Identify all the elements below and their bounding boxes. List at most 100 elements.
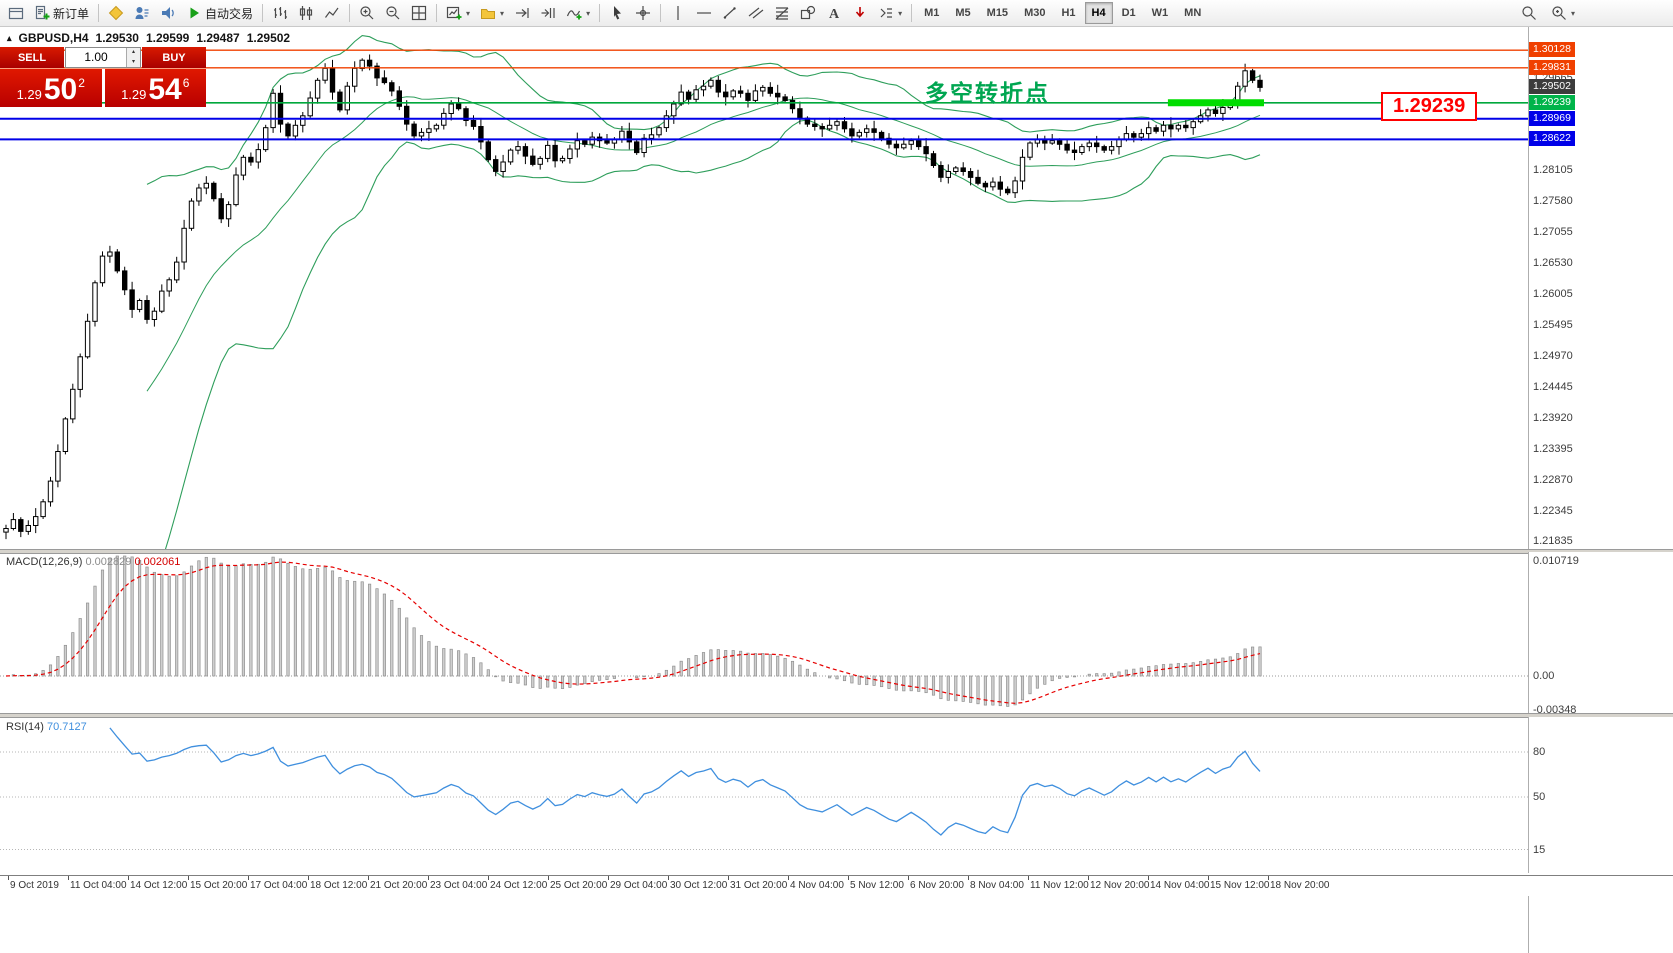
timeframe-m15-button[interactable]: M15: [986, 7, 1009, 19]
macd-signal-value: 0.002061: [134, 556, 181, 568]
rsi-chart[interactable]: [0, 717, 1528, 873]
rsi-label: RSI(14) 70.7127: [6, 721, 87, 733]
search-icon[interactable]: [1516, 1, 1542, 25]
window-icon: [8, 5, 24, 21]
rsi-axis-label: 80: [1533, 746, 1546, 758]
symbol-search-icon[interactable]: ▾: [1546, 1, 1580, 25]
fibonacci-icon: [774, 5, 790, 21]
chart-text-annotation[interactable]: 多空转折点: [925, 80, 1050, 106]
price-axis-label: 1.24970: [1533, 350, 1573, 362]
candlestick-chart-icon: [298, 5, 314, 21]
cursor-icon[interactable]: [604, 1, 630, 25]
vertical-line-icon[interactable]: [665, 1, 691, 25]
rsi-axis[interactable]: 80 50 15: [1528, 717, 1673, 873]
toolbar-separator: [599, 4, 601, 22]
tile-windows-icon[interactable]: [406, 1, 432, 25]
candlestick-chart-icon[interactable]: [293, 1, 319, 25]
timeframe-h4-button[interactable]: H4: [1084, 2, 1113, 24]
price-callout-box[interactable]: 1.29239: [1381, 92, 1478, 121]
time-axis-label: 18 Nov 20:00: [1270, 880, 1330, 891]
new-order-button[interactable]: 新订单: [29, 1, 94, 25]
time-axis-tick: [668, 876, 669, 880]
line-chart-icon[interactable]: [319, 1, 345, 25]
text-icon[interactable]: A: [821, 1, 847, 25]
volume-spinner[interactable]: ▴ ▾: [126, 48, 140, 67]
buy-price-small: 1.29: [121, 87, 147, 102]
horizontal-level-lines[interactable]: [0, 49, 1528, 141]
trendline-icon: [722, 5, 738, 21]
timeframe-m5-button[interactable]: M5: [955, 7, 971, 19]
time-axis-tick: [1148, 876, 1149, 880]
metaeditor-icon[interactable]: [103, 1, 129, 25]
timeframe-m30-button[interactable]: M30: [1024, 7, 1046, 19]
shapes-icon[interactable]: [795, 1, 821, 25]
zoom-out-icon[interactable]: [380, 1, 406, 25]
time-axis-label: 29 Oct 04:00: [610, 880, 668, 891]
auto-scroll-icon: [514, 5, 530, 21]
caret-down-icon: ▾: [586, 8, 591, 18]
timeframe-w1-button[interactable]: W1: [1151, 7, 1169, 19]
timeframe-m1-button[interactable]: M1: [924, 7, 940, 19]
profiles-icon: [480, 5, 496, 21]
panel-separator[interactable]: [0, 713, 1673, 718]
spinner-up-icon[interactable]: ▴: [127, 48, 140, 58]
autotrading-button-label: 自动交易: [205, 6, 254, 21]
new-chart-icon[interactable]: ▾: [441, 1, 475, 25]
channel-icon[interactable]: [743, 1, 769, 25]
horizontal-line-icon[interactable]: [691, 1, 717, 25]
market-watch-icon[interactable]: [129, 1, 155, 25]
trendline-icon[interactable]: [717, 1, 743, 25]
profiles-icon[interactable]: ▾: [475, 1, 509, 25]
rsi-axis-label: 50: [1533, 791, 1546, 803]
price-axis[interactable]: 1.29665 1.28105 1.27580 1.27055 1.26530 1.260…: [1528, 27, 1673, 549]
window-icon[interactable]: [3, 1, 29, 25]
autotrading-button[interactable]: 自动交易: [181, 1, 258, 25]
timeframe-h1-button[interactable]: H1: [1061, 7, 1076, 19]
chart-shift-icon: [540, 5, 556, 21]
shapes-icon: [800, 5, 816, 21]
market-watch-icon: [134, 5, 150, 21]
toolbar: 新订单 自动交易 ▾ ▾ ▾ A ▾ M1 M5 M15 M30 H1 H4 D1 W1 MN ▾: [0, 0, 1673, 27]
time-axis-tick: [368, 876, 369, 880]
price-axis-tag: 1.29502: [1529, 79, 1575, 94]
time-axis-tick: [128, 876, 129, 880]
macd-axis[interactable]: 0.010719 0.00 -0.00348: [1528, 552, 1673, 716]
indicators-icon[interactable]: ▾: [561, 1, 595, 25]
zoom-out-icon: [385, 5, 401, 21]
time-axis-label: 23 Oct 04:00: [430, 880, 488, 891]
crosshair-icon[interactable]: [630, 1, 656, 25]
time-axis-tick: [1028, 876, 1029, 880]
bollinger-bands: [146, 35, 1261, 549]
navigator-icon[interactable]: [155, 1, 181, 25]
fibonacci-icon[interactable]: [769, 1, 795, 25]
buy-button[interactable]: BUY: [142, 47, 206, 68]
macd-axis-label: -0.00348: [1533, 704, 1577, 716]
arrow-label-icon[interactable]: [847, 1, 873, 25]
macd-chart[interactable]: [0, 552, 1528, 713]
time-axis-label: 12 Nov 20:00: [1090, 880, 1150, 891]
indicators-icon: [566, 5, 582, 21]
panel-separator[interactable]: [0, 549, 1673, 554]
time-axis-tick: [1088, 876, 1089, 880]
sell-price-button[interactable]: 1.29 50 2: [0, 69, 102, 107]
objects-dropdown-icon[interactable]: ▾: [873, 1, 907, 25]
spinner-down-icon[interactable]: ▾: [127, 57, 140, 67]
price-chart[interactable]: [0, 27, 1528, 549]
buy-price-button[interactable]: 1.29 54 6: [104, 69, 206, 107]
time-axis[interactable]: 9 Oct 2019 11 Oct 04:00 14 Oct 12:00 15 Oct…: [0, 875, 1673, 896]
time-axis-tick: [1208, 876, 1209, 880]
collapse-panel-icon[interactable]: ▴: [7, 32, 12, 43]
time-axis-tick: [908, 876, 909, 880]
zoom-in-icon[interactable]: [354, 1, 380, 25]
sell-button[interactable]: SELL: [0, 47, 64, 68]
buy-price-sup: 6: [182, 76, 190, 90]
auto-scroll-icon[interactable]: [509, 1, 535, 25]
bar-chart-icon[interactable]: [267, 1, 293, 25]
volume-input[interactable]: 1.00 ▴ ▾: [65, 47, 141, 68]
timeframe-mn-button[interactable]: MN: [1184, 7, 1202, 19]
chart-shift-icon[interactable]: [535, 1, 561, 25]
toolbar-separator: [660, 4, 662, 22]
text-icon: A: [826, 5, 842, 21]
timeframe-d1-button[interactable]: D1: [1121, 7, 1136, 19]
